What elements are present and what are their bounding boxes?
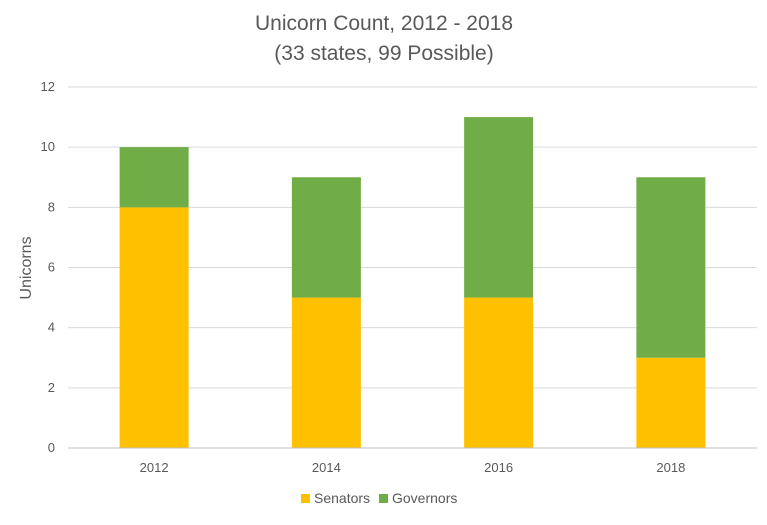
legend-label-governors: Governors (392, 490, 457, 506)
bar-governors-2018 (636, 177, 706, 358)
y-tick-label: 2 (48, 380, 55, 395)
x-tick-label: 2014 (312, 460, 341, 475)
legend-label-senators: Senators (314, 490, 370, 506)
legend-swatch-governors (379, 494, 388, 503)
bar-senators-2016 (464, 297, 534, 448)
y-tick-label: 0 (48, 440, 55, 455)
chart-title: Unicorn Count, 2012 - 2018 (255, 12, 513, 35)
y-tick-label: 10 (41, 139, 55, 154)
y-tick-label: 6 (48, 260, 55, 275)
bar-governors-2012 (119, 147, 189, 208)
x-tick-label: 2018 (656, 460, 685, 475)
bar-senators-2018 (636, 357, 706, 448)
y-tick-label: 4 (48, 320, 55, 335)
legend: Senators Governors (301, 490, 457, 506)
y-tick-label: 12 (41, 79, 55, 94)
x-tick-label: 2016 (484, 460, 513, 475)
bar-senators-2012 (119, 207, 189, 448)
chart-subtitle: (33 states, 99 Possible) (274, 42, 493, 65)
axes: 0 2 4 6 8 10 12 2012 2014 2016 2018 (41, 79, 757, 475)
bars (119, 117, 706, 448)
y-axis-label: Unicorns (18, 236, 35, 299)
bar-senators-2014 (291, 297, 361, 448)
y-tick-label: 8 (48, 199, 55, 214)
legend-swatch-senators (301, 494, 310, 503)
x-tick-label: 2012 (140, 460, 169, 475)
bar-governors-2014 (291, 177, 361, 298)
bar-governors-2016 (464, 117, 534, 298)
